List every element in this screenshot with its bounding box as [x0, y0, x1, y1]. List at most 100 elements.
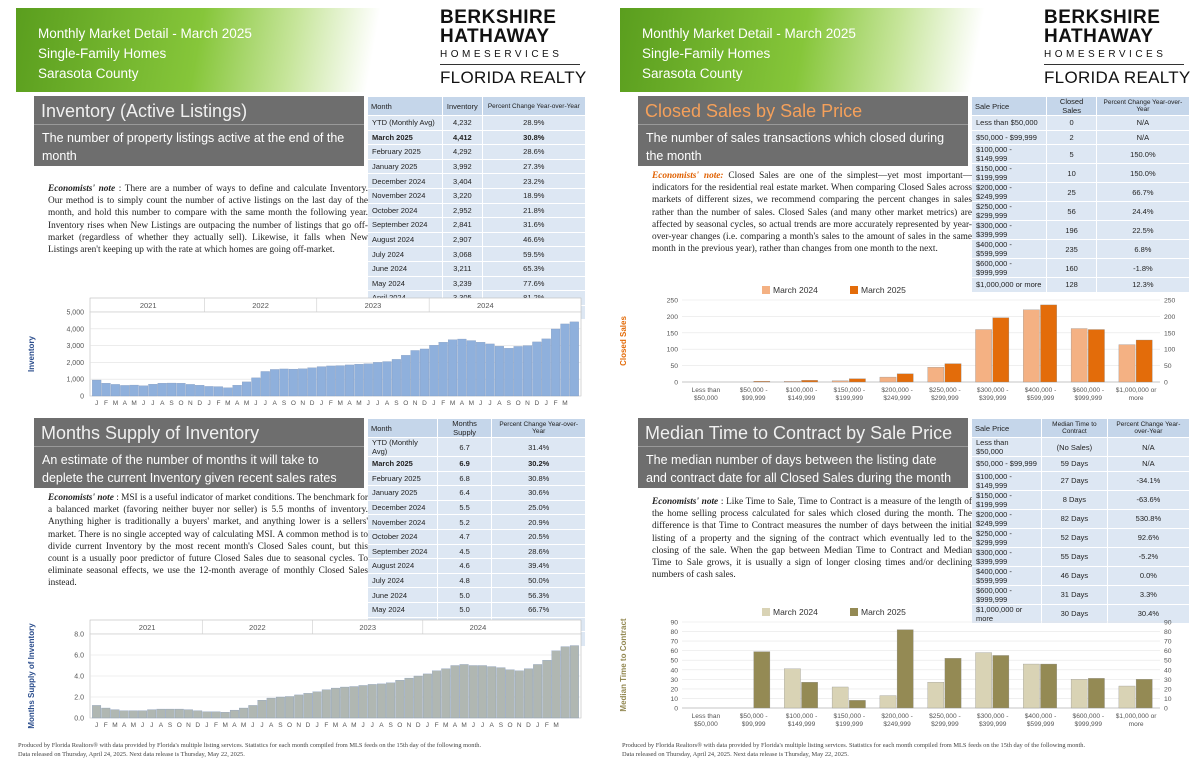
category-label: $50,000 -$99,999: [740, 713, 768, 728]
bar: [478, 665, 487, 719]
legend-label: March 2025: [861, 285, 906, 295]
year-label: 2022: [249, 623, 266, 632]
month-label: J: [207, 400, 210, 407]
bar: [165, 708, 175, 719]
bar: [211, 711, 221, 719]
bar: [257, 700, 267, 719]
month-label: O: [287, 722, 292, 729]
month-label: O: [516, 400, 521, 407]
table-cell: 55 Days: [1042, 547, 1108, 566]
month-label: J: [371, 722, 374, 729]
table-cell: 3,068: [443, 247, 483, 261]
bar: [358, 685, 368, 719]
table-cell: 77.6%: [482, 276, 586, 291]
month-label: A: [490, 722, 495, 729]
table-cell: 30 Days: [1042, 604, 1108, 623]
table-cell: March 2025: [368, 457, 438, 471]
month-label: J: [251, 722, 254, 729]
note-label: Economists' note: [48, 184, 116, 194]
bar: [1135, 339, 1153, 383]
y-tick-label-right: 50: [1164, 363, 1172, 370]
bar: [174, 708, 184, 719]
bar: [251, 377, 261, 397]
logo-rule: [1044, 64, 1184, 65]
year-label: 2022: [252, 301, 269, 310]
bar: [438, 342, 448, 397]
table-cell: 31 Days: [1042, 585, 1108, 604]
month-label: M: [244, 400, 249, 407]
table-cell: 30.4%: [1107, 604, 1190, 623]
closed-sales-section-header: Closed Sales by Sale Price The number of…: [638, 96, 968, 166]
y-tick-label: 10: [670, 696, 678, 703]
year-label: 2021: [140, 301, 157, 310]
table-row: $200,000 - $249,999 25 66.7%: [972, 183, 1190, 202]
y-tick-label: 0.0: [74, 716, 84, 723]
category-label: $600,000 -$999,999: [1073, 713, 1105, 728]
month-label: J: [432, 400, 435, 407]
y-tick-label-right: 250: [1164, 298, 1176, 305]
closed-sales-description: The number of sales transactions which c…: [646, 131, 945, 163]
y-tick-label-right: 10: [1164, 696, 1172, 703]
bar: [223, 387, 233, 397]
y-tick-label: 0: [674, 380, 678, 387]
y-tick-label: 150: [667, 330, 679, 337]
table-cell: November 2024: [368, 188, 444, 203]
year-label: 2024: [470, 623, 487, 632]
category-label-line: Less than: [692, 387, 721, 394]
bar: [248, 705, 258, 719]
y-axis-label: Months Supply of Inventory: [27, 623, 36, 729]
month-label: M: [113, 400, 118, 407]
table-row: $150,000 - $199,999 8 Days -63.6%: [972, 490, 1190, 509]
y-tick-label-right: 90: [1164, 620, 1172, 627]
month-label: A: [232, 722, 237, 729]
month-label: S: [282, 400, 287, 407]
month-label: D: [310, 400, 315, 407]
category-label: $300,000 -$399,999: [977, 387, 1009, 402]
month-label: A: [159, 722, 164, 729]
category-label: $200,000 -$249,999: [881, 387, 913, 402]
table-cell: N/A: [1096, 116, 1190, 130]
table-row: $400,000 - $599,999 46 Days 0.0%: [972, 566, 1190, 585]
table-row: February 2025 6.8 30.8%: [368, 471, 586, 486]
table-cell: July 2024: [368, 247, 444, 261]
month-label: J: [367, 400, 370, 407]
mttc-description: The median number of days between the li…: [646, 453, 952, 485]
y-tick-label: 5,000: [66, 310, 84, 317]
table-cell: 25: [1047, 183, 1097, 202]
month-label: J: [95, 400, 98, 407]
y-axis-label: Inventory: [27, 335, 36, 372]
table-cell: 150.0%: [1096, 164, 1190, 183]
table-cell: (No Sales): [1042, 438, 1108, 456]
table-cell: N/A: [1107, 457, 1190, 471]
inventory-table: Month Inventory Percent Change Year-over-Y…: [368, 96, 586, 320]
bar: [551, 328, 561, 397]
y-tick-label-right: 40: [1164, 667, 1172, 674]
header-banner: Monthly Market Detail - March 2025 Singl…: [620, 8, 1194, 92]
category-label-line: $99,999: [742, 721, 766, 728]
table-cell: 2,952: [443, 203, 483, 218]
bar: [367, 684, 377, 719]
table-cell: July 2024: [368, 573, 438, 588]
table-cell: 56: [1047, 202, 1097, 221]
bar: [157, 383, 167, 397]
bar: [376, 683, 386, 719]
bar: [204, 386, 214, 397]
table-cell: 0.0%: [1107, 566, 1190, 585]
table-cell: October 2024: [368, 203, 444, 218]
year-label: 2021: [139, 623, 156, 632]
note-text: : Like Time to Sale, Time to Contract is…: [652, 497, 972, 581]
bar: [288, 368, 298, 397]
y-axis-label: Closed Sales: [619, 316, 628, 366]
month-label: S: [394, 400, 399, 407]
legend-swatch: [850, 608, 858, 616]
table-cell: 46 Days: [1042, 566, 1108, 585]
month-label: M: [469, 400, 474, 407]
category-label-line: $50,000: [694, 721, 718, 728]
year-band: [89, 619, 582, 635]
y-tick-label: 60: [670, 648, 678, 655]
month-label: M: [553, 722, 558, 729]
bar: [432, 670, 442, 719]
table-cell: -34.1%: [1107, 471, 1190, 490]
table-row: January 2025 3,992 27.3%: [368, 159, 586, 174]
y-tick-label: 40: [670, 667, 678, 674]
